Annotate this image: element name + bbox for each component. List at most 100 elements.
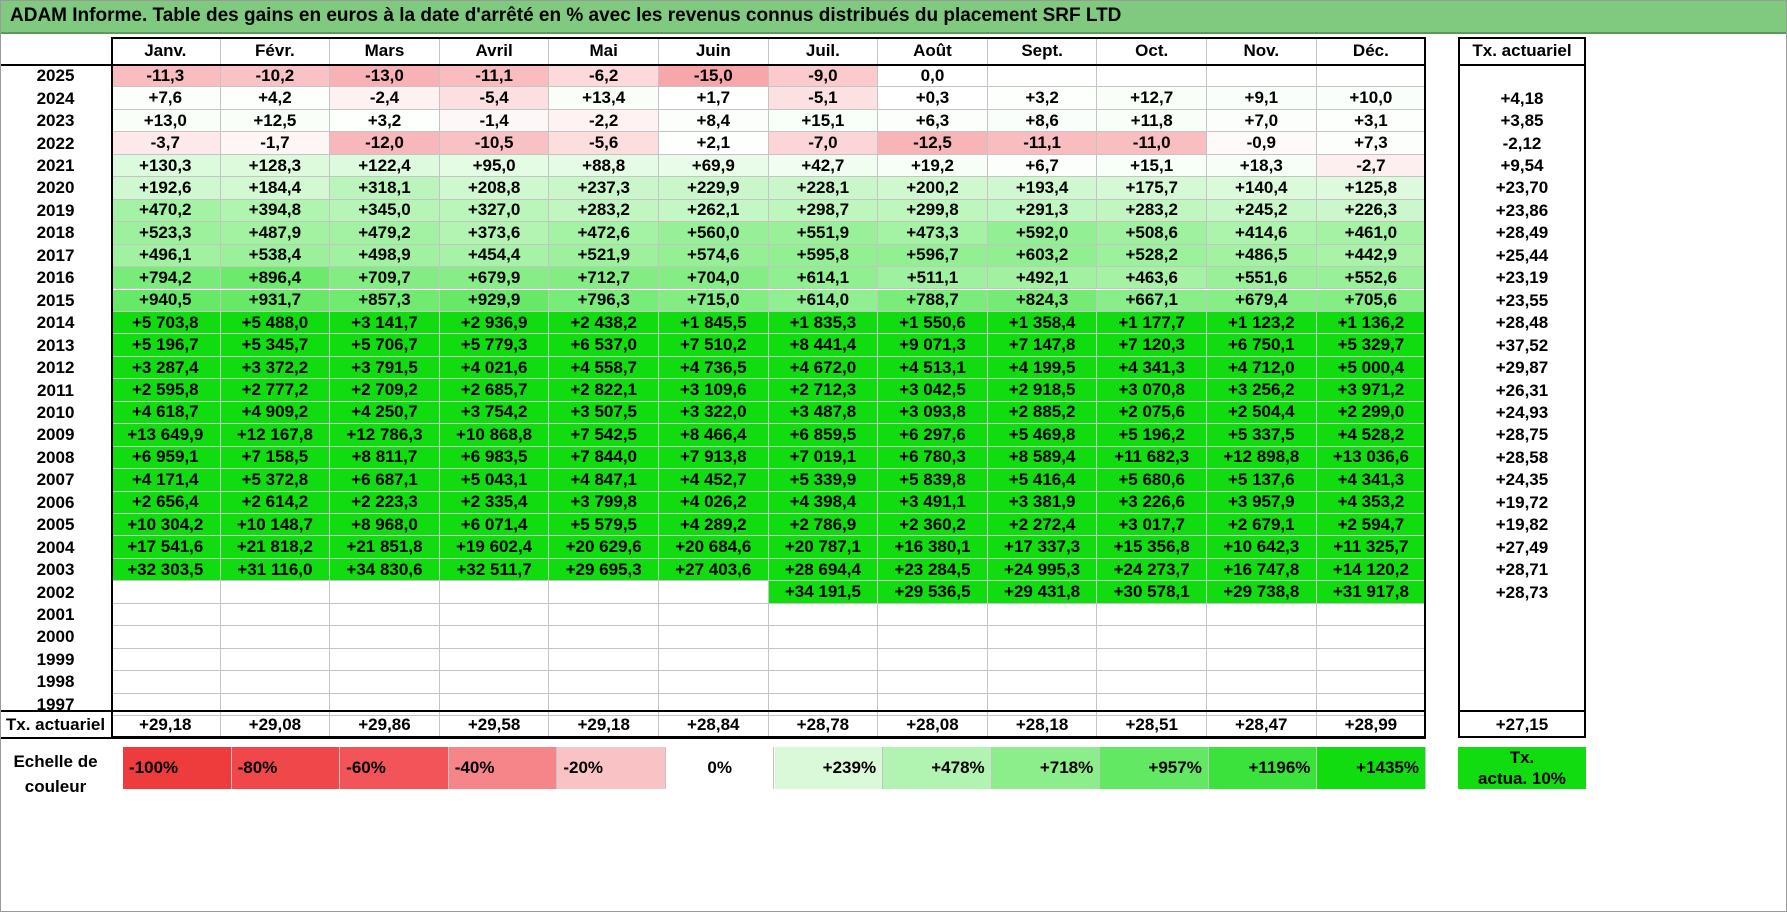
gain-cell: +2 504,4 — [1207, 401, 1317, 425]
scale-swatch-label: -20% — [563, 758, 604, 777]
gain-cell: +30 578,1 — [1097, 581, 1207, 604]
gain-cell: +3 971,2 — [1316, 379, 1427, 402]
scale-swatch: -80% — [231, 747, 341, 789]
year-label: 2023 — [36, 111, 75, 131]
year-actuarial-rate: +23,55 — [1495, 290, 1549, 310]
gain-cell — [659, 671, 769, 694]
gain-cell: +788,7 — [878, 289, 988, 312]
gain-cell — [439, 581, 550, 604]
gain-cell: +69,9 — [659, 154, 769, 178]
gain-cell: +1,7 — [659, 87, 769, 110]
gain-cell: +11,8 — [1097, 109, 1207, 133]
month-header: Juil. — [768, 37, 879, 65]
gain-cell — [768, 671, 879, 694]
gain-cell — [549, 603, 659, 627]
gain-cell: +4 672,0 — [768, 356, 879, 380]
gain-cell: +8,6 — [987, 109, 1098, 133]
gain-cell: +17 337,3 — [987, 536, 1098, 559]
gain-cell — [1207, 626, 1317, 649]
year-label: 2012 — [36, 358, 75, 378]
gain-cell: +7 913,8 — [659, 446, 769, 470]
year-label: 2024 — [36, 88, 75, 108]
gain-cell: +128,3 — [220, 154, 331, 178]
gain-cell: +29 695,3 — [549, 558, 659, 582]
gain-cell: +3,2 — [987, 87, 1098, 110]
year-actuarial-rate: +23,86 — [1495, 200, 1549, 220]
gain-cell: +2 438,2 — [549, 311, 659, 335]
year-actuarial-rate: +28,49 — [1495, 223, 1549, 243]
year-label: 1997 — [36, 694, 75, 714]
gain-cell: +1 550,6 — [878, 311, 988, 335]
gain-cell: +6,7 — [987, 154, 1098, 178]
gain-cell — [659, 581, 769, 604]
month-header: Juin — [659, 37, 769, 65]
gain-cell: +3 491,1 — [878, 491, 988, 514]
gain-cell: +4 513,1 — [878, 356, 988, 380]
gain-cell: +4 171,4 — [111, 469, 221, 492]
scale-swatch: -100% — [123, 747, 232, 789]
gain-cell: +2 223,3 — [330, 491, 440, 514]
year-actuarial-rate: +24,35 — [1495, 470, 1549, 490]
gain-cell: +5 329,7 — [1316, 334, 1427, 357]
gain-cell — [111, 581, 221, 604]
gain-cell: +931,7 — [220, 289, 331, 312]
gain-cell — [878, 648, 988, 672]
gain-cell: +470,2 — [111, 199, 221, 223]
gain-cell: +31 917,8 — [1316, 581, 1427, 604]
gain-cell: -2,7 — [1316, 154, 1427, 178]
gain-cell: +523,3 — [111, 222, 221, 245]
gain-cell — [1207, 603, 1317, 627]
gain-cell: +5 345,7 — [220, 334, 331, 357]
gain-cell — [439, 603, 550, 627]
gain-cell — [1316, 626, 1427, 649]
scale-swatch-label: -100% — [129, 758, 179, 777]
row-separator — [0, 64, 1426, 66]
gain-cell — [111, 648, 221, 672]
gain-cell: +19,2 — [878, 154, 988, 178]
footer-rate: +29,18 — [549, 711, 659, 738]
gain-cell: +5 469,8 — [987, 424, 1098, 447]
row-separator — [1458, 64, 1586, 66]
gain-cell — [220, 626, 331, 649]
gain-cell: +20 787,1 — [768, 536, 879, 559]
report-title-bar: ADAM Informe. Table des gains en euros à… — [0, 0, 1787, 34]
gain-cell: +6 983,5 — [439, 446, 550, 470]
gain-cell: -2,4 — [330, 87, 440, 110]
gain-cell: +5 680,6 — [1097, 469, 1207, 492]
gain-cell: +4 026,2 — [659, 491, 769, 514]
gain-cell — [659, 603, 769, 627]
year-label: 2008 — [36, 447, 75, 467]
gain-cell: -5,1 — [768, 87, 879, 110]
gain-cell: +3 042,5 — [878, 379, 988, 402]
gain-cell — [1207, 648, 1317, 672]
gain-cell: +4 736,5 — [659, 356, 769, 380]
gain-cell: +29 536,5 — [878, 581, 988, 604]
gain-cell: +5 339,9 — [768, 469, 879, 492]
scale-label-line: couleur — [24, 777, 87, 796]
gain-cell — [878, 603, 988, 627]
gain-cell: +2 075,6 — [1097, 401, 1207, 425]
gain-cell: -10,5 — [439, 132, 550, 155]
gain-cell: +1 358,4 — [987, 311, 1098, 335]
year-actuarial-rate: +28,71 — [1495, 560, 1549, 580]
scale-swatch-label: +478% — [931, 758, 985, 777]
scale-reference-line: Tx. — [1509, 748, 1535, 767]
gain-cell: +12 786,3 — [330, 424, 440, 447]
gain-cell — [330, 603, 440, 627]
gain-cell: +4,2 — [220, 87, 331, 110]
year-actuarial-rate: +28,48 — [1495, 313, 1549, 333]
gain-cell: +10 148,7 — [220, 514, 331, 537]
gain-cell: +16 747,8 — [1207, 558, 1317, 582]
gain-cell: +6 071,4 — [439, 514, 550, 537]
gain-cell: +2 594,7 — [1316, 514, 1427, 537]
gain-cell: +24 273,7 — [1097, 558, 1207, 582]
gain-cell: +528,2 — [1097, 244, 1207, 268]
gain-cell: +2 777,2 — [220, 379, 331, 402]
gain-cell: +5 337,5 — [1207, 424, 1317, 447]
gain-cell: +7 542,5 — [549, 424, 659, 447]
footer-rate: +29,18 — [111, 711, 221, 738]
gain-cell: +229,9 — [659, 177, 769, 200]
gain-cell — [330, 581, 440, 604]
gain-cell: -10,2 — [220, 65, 331, 88]
gain-cell: +0,3 — [878, 87, 988, 110]
